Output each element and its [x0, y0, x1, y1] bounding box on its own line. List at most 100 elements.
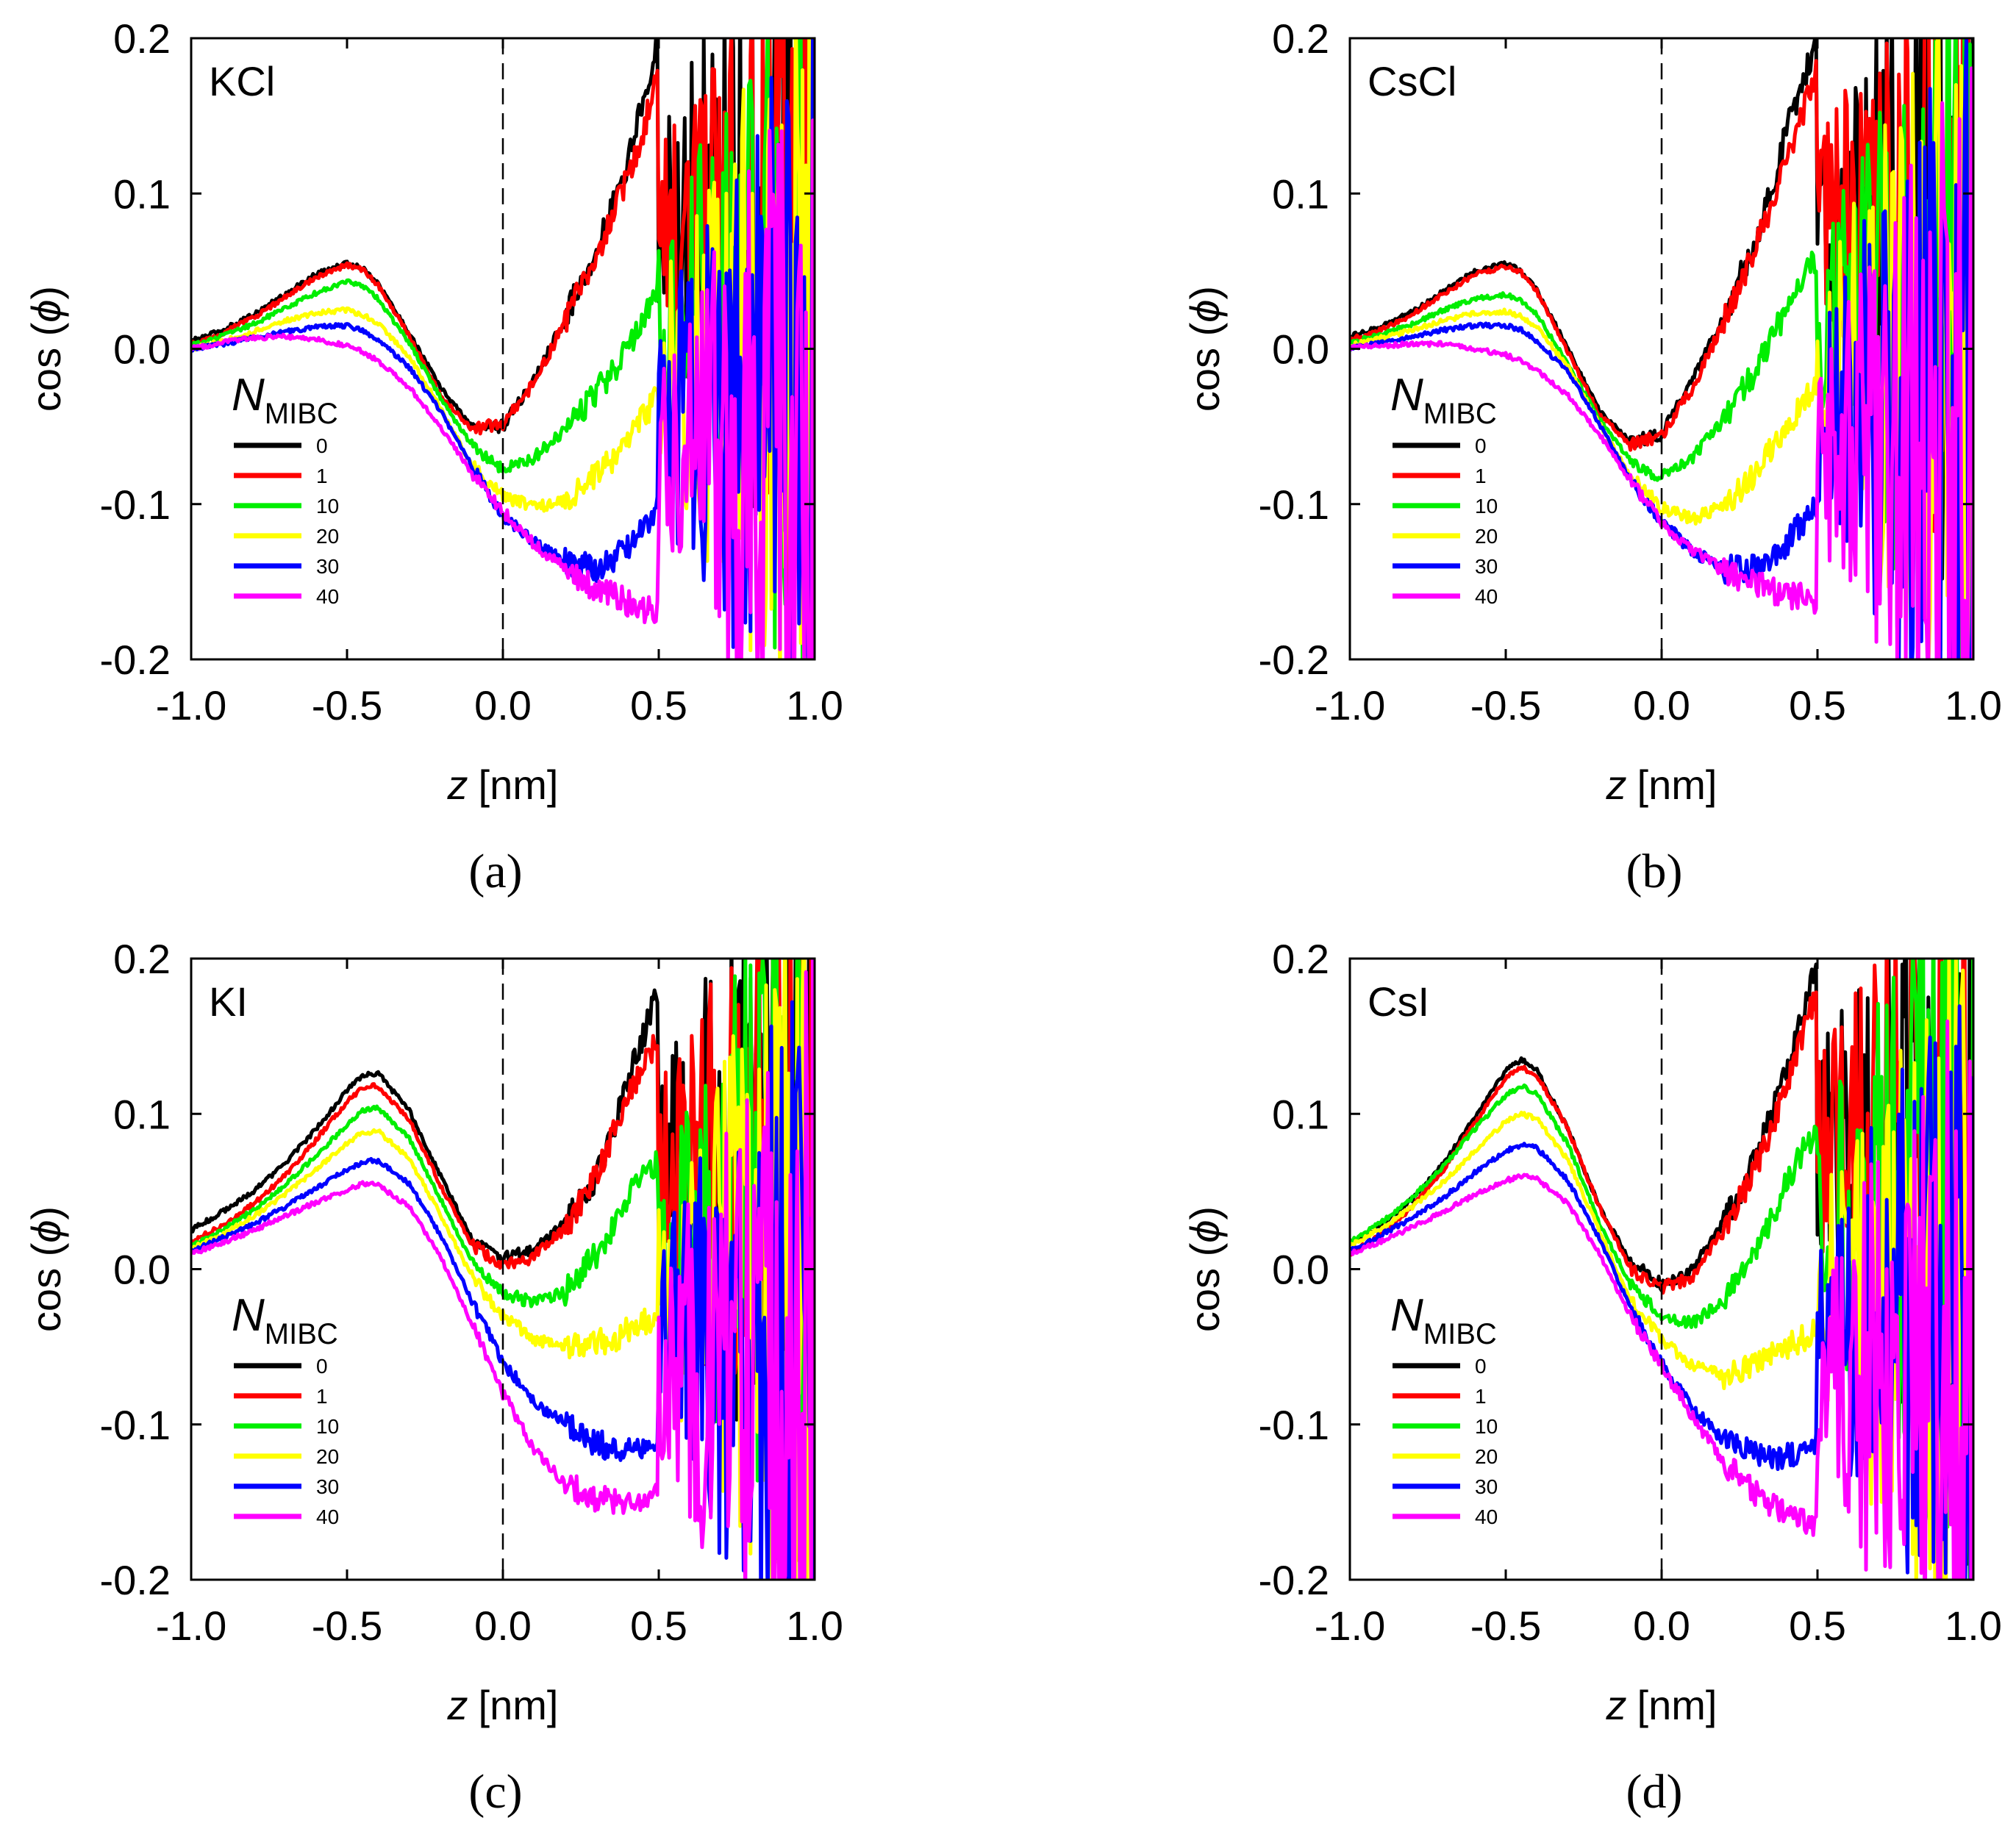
x-tick-label: 1.0	[1945, 1603, 2002, 1649]
salt-label: CsI	[1368, 978, 1429, 1025]
y-axis-label-part: cos (	[1182, 322, 1228, 412]
x-tick-label: 0.5	[1789, 1603, 1846, 1649]
legend-title-sub: MIBC	[265, 398, 338, 430]
y-axis-label-part: ϕ	[23, 300, 69, 323]
x-tick-label: 0.5	[630, 682, 687, 728]
salt-label: CsCl	[1368, 58, 1456, 104]
series-line-40	[1350, 1019, 1973, 1580]
legend-label-10: 10	[1475, 1415, 1498, 1438]
legend-label-40: 40	[316, 1505, 339, 1528]
y-tick-label: -0.1	[1259, 481, 1330, 528]
x-tick-label: -0.5	[1470, 1603, 1542, 1649]
legend-label-40: 40	[1475, 585, 1498, 608]
x-axis-variable: z	[447, 1682, 468, 1728]
y-tick-label: 0.0	[1272, 326, 1329, 373]
y-axis-label: cos (ϕ)	[23, 1206, 69, 1332]
y-tick-label: -0.2	[100, 637, 171, 683]
y-axis-label: cos (ϕ)	[23, 286, 69, 412]
x-tick-label: 0.5	[630, 1603, 687, 1649]
y-tick-label: -0.1	[100, 1402, 171, 1448]
panel-2: -1.0 -0.5 0.0 0.5 1.0 0.2 0.1 0.0 -0.1 -0.2 z [nm] c…	[23, 936, 843, 1819]
legend-title: NMIBC	[1390, 1290, 1497, 1350]
y-axis-label-part: cos (	[23, 322, 69, 412]
y-tick-label: 0.0	[113, 1247, 171, 1293]
legend-label-20: 20	[1475, 525, 1498, 548]
y-axis-label-part: )	[1182, 286, 1228, 300]
legend-label-40: 40	[1475, 1505, 1498, 1528]
x-tick-label: 1.0	[786, 1603, 843, 1649]
x-tick-label: 0.0	[474, 682, 532, 728]
legend-title-sub: MIBC	[1423, 1318, 1497, 1350]
x-tick-label: -0.5	[1470, 682, 1542, 728]
legend-title-n: N	[232, 370, 265, 420]
panel-tag: (d)	[1626, 1765, 1683, 1819]
y-axis-label-part: cos (	[23, 1242, 69, 1332]
x-axis-label: z [nm]	[447, 762, 559, 808]
legend-label-10: 10	[316, 1415, 339, 1438]
panel-tag: (c)	[468, 1765, 522, 1819]
x-axis-unit: [nm]	[1637, 762, 1717, 808]
legend-title: NMIBC	[232, 370, 338, 430]
series-line-1	[191, 959, 815, 1562]
legend-label-1: 1	[316, 1385, 328, 1408]
series-line-20	[1350, 959, 1973, 1580]
y-axis-label-part: )	[23, 286, 69, 300]
x-tick-label: -1.0	[1315, 1603, 1386, 1649]
y-axis-label-part: )	[1182, 1206, 1228, 1220]
legend-title-n: N	[1390, 370, 1423, 420]
series-line-40	[1350, 66, 1973, 659]
y-tick-label: -0.1	[100, 481, 171, 528]
series-line-1	[191, 38, 815, 642]
series-line-20	[1350, 38, 1973, 659]
y-tick-label: 0.2	[1272, 15, 1329, 62]
y-tick-label: 0.1	[113, 1091, 171, 1137]
panel-tag: (a)	[468, 845, 522, 898]
y-axis-label: cos (ϕ)	[1182, 1206, 1228, 1332]
series-line-40	[191, 118, 815, 659]
y-tick-label: -0.2	[100, 1557, 171, 1603]
legend-label-0: 0	[1475, 434, 1487, 457]
y-tick-label: 0.0	[113, 326, 171, 373]
x-tick-label: 0.5	[1789, 682, 1846, 728]
legend-label-1: 1	[316, 465, 328, 487]
y-tick-label: 0.2	[113, 936, 171, 982]
legend-label-1: 1	[1475, 1385, 1487, 1408]
x-tick-label: -1.0	[156, 682, 227, 728]
x-tick-label: 0.0	[474, 1603, 532, 1649]
y-axis-label-part: )	[23, 1206, 69, 1220]
y-tick-label: 0.2	[113, 15, 171, 62]
x-axis-variable: z	[1606, 762, 1627, 808]
y-tick-label: 0.1	[1272, 1091, 1329, 1137]
legend-label-0: 0	[316, 1355, 328, 1378]
x-tick-label: 0.0	[1633, 682, 1690, 728]
y-axis-label-part: ϕ	[1182, 1220, 1228, 1243]
salt-label: KCl	[209, 58, 275, 104]
series-line-40	[191, 959, 815, 1580]
y-tick-label: 0.1	[113, 171, 171, 217]
x-tick-label: 1.0	[1945, 682, 2002, 728]
legend-label-20: 20	[316, 525, 339, 548]
x-axis-unit: [nm]	[479, 762, 559, 808]
x-axis-label: z [nm]	[1606, 1682, 1717, 1728]
x-tick-label: 0.0	[1633, 1603, 1690, 1649]
y-axis-label-part: cos (	[1182, 1242, 1228, 1332]
legend-title-sub: MIBC	[1423, 398, 1497, 430]
legend-label-10: 10	[316, 495, 339, 518]
legend-label-0: 0	[1475, 1355, 1487, 1378]
y-tick-label: -0.1	[1259, 1402, 1330, 1448]
y-tick-label: -0.2	[1259, 1557, 1330, 1603]
legend-label-30: 30	[316, 1475, 339, 1498]
x-axis-variable: z	[447, 762, 468, 808]
legend-title: NMIBC	[232, 1290, 338, 1350]
x-axis-label: z [nm]	[1606, 762, 1717, 808]
panel-tag: (b)	[1626, 845, 1683, 898]
y-axis-label: cos (ϕ)	[1182, 286, 1228, 412]
legend-label-20: 20	[1475, 1445, 1498, 1468]
legend-label-40: 40	[316, 585, 339, 608]
series-line-1	[1350, 38, 1973, 623]
x-axis-unit: [nm]	[1637, 1682, 1717, 1728]
x-tick-label: -1.0	[1315, 682, 1386, 728]
salt-label: KI	[209, 978, 248, 1025]
legend-title-sub: MIBC	[265, 1318, 338, 1350]
